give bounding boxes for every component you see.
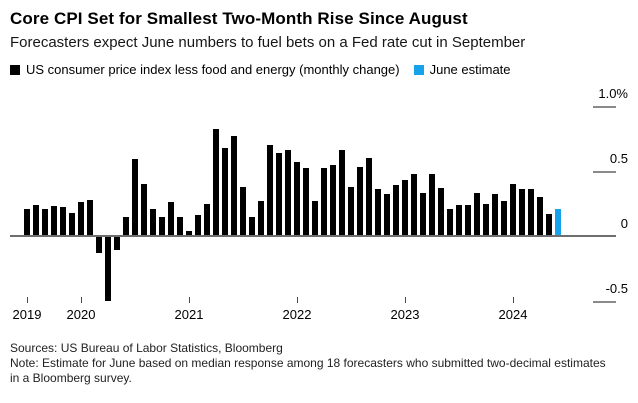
legend-label-estimate: June estimate [429,62,511,77]
note-line: Note: Estimate for June based on median … [10,356,606,385]
legend-item-estimate: June estimate [413,62,511,77]
grid-dash [593,106,616,108]
cpi-bar [420,193,426,236]
cpi-bar [393,185,399,236]
cpi-bar [483,203,489,236]
cpi-bar [240,186,246,236]
cpi-bar [267,145,273,236]
cpi-bar [177,216,183,236]
cpi-bar [339,150,345,236]
x-axis-label: 2021 [174,307,204,322]
cpi-bar [114,236,120,251]
x-axis-tick [27,297,28,303]
estimate-series-swatch-icon [413,64,424,75]
y-axis-label: 0 [620,216,628,231]
grid-dash [593,171,616,173]
cpi-bar [213,129,219,236]
cpi-bar [447,208,453,236]
cpi-bar [501,200,507,236]
cpi-bar [456,204,462,236]
cpi-bar [384,194,390,236]
cpi-bar [429,173,435,236]
cpi-bar [105,236,111,301]
y-axis-label: -0.5 [605,281,628,296]
cpi-bar [411,173,417,236]
cpi-bar [258,200,264,236]
cpi-bar [357,167,363,236]
legend-label-actual: US consumer price index less food and en… [26,62,400,77]
cpi-bar [24,208,30,236]
cpi-bar [132,159,138,236]
cpi-bar [474,193,480,236]
chart-title: Core CPI Set for Smallest Two-Month Rise… [10,9,468,28]
x-axis-tick [405,297,406,303]
cpi-bar [33,204,39,236]
actual-series-swatch-icon [10,64,20,75]
cpi-bar [465,204,471,236]
cpi-bar [222,147,228,236]
chart-subtitle: Forecasters expect June numbers to fuel … [10,34,526,51]
cpi-bar [141,184,147,236]
cpi-bar [312,200,318,236]
cpi-bar [492,194,498,236]
cpi-bar [204,203,210,236]
x-axis-label: 2022 [282,307,312,322]
cpi-bar [249,216,255,236]
cpi-bar [96,236,102,253]
cpi-bar [78,202,84,236]
x-axis-label: 2019 [12,307,42,322]
y-axis-label: 1.0% [598,86,628,101]
cpi-bar [276,152,282,236]
cpi-bar [195,215,201,236]
cpi-bar [366,158,372,236]
legend-item-actual: US consumer price index less food and en… [10,62,400,77]
chart-header: Core CPI Set for Smallest Two-Month Rise… [0,0,638,77]
cpi-bar [519,189,525,236]
cpi-bar [285,150,291,236]
cpi-bar [348,186,354,236]
x-axis-label: 2024 [498,307,528,322]
cpi-bar [150,208,156,236]
cpi-bar [87,199,93,236]
cpi-bar [159,216,165,236]
cpi-bar [402,180,408,236]
sources-line: Sources: US Bureau of Labor Statistics, … [10,341,283,355]
x-axis-label: 2020 [66,307,96,322]
cpi-bar [168,202,174,236]
cpi-bar [303,168,309,236]
y-axis-label: 0.5 [609,151,628,166]
cpi-bar [330,164,336,236]
cpi-bar [528,189,534,236]
cpi-bar [231,135,237,236]
cpi-bar [510,184,516,236]
cpi-bar [42,208,48,236]
cpi-bar [546,213,552,236]
estimate-bar [555,208,561,236]
cpi-bar [375,189,381,236]
cpi-bar [69,212,75,236]
chart-footer: Sources: US Bureau of Labor Statistics, … [10,341,614,386]
x-axis-label: 2023 [390,307,420,322]
cpi-bar [186,230,192,236]
cpi-bar [438,187,444,236]
chart-legend: US consumer price index less food and en… [10,62,628,77]
x-axis-tick [513,297,514,303]
plot-area: 1.0% 0.5 0 -0.5 2019 2020 2021 2022 2023 2024 [0,83,638,328]
cpi-bar [51,206,57,236]
cpi-bar [123,216,129,236]
grid-dash [593,301,616,303]
cpi-bar [294,161,300,236]
x-axis-tick [189,297,190,303]
cpi-bar [321,168,327,236]
cpi-bar [537,197,543,236]
x-axis-tick [297,297,298,303]
cpi-bar [60,207,66,236]
x-axis-tick [81,297,82,303]
zero-axis-line [10,235,616,237]
